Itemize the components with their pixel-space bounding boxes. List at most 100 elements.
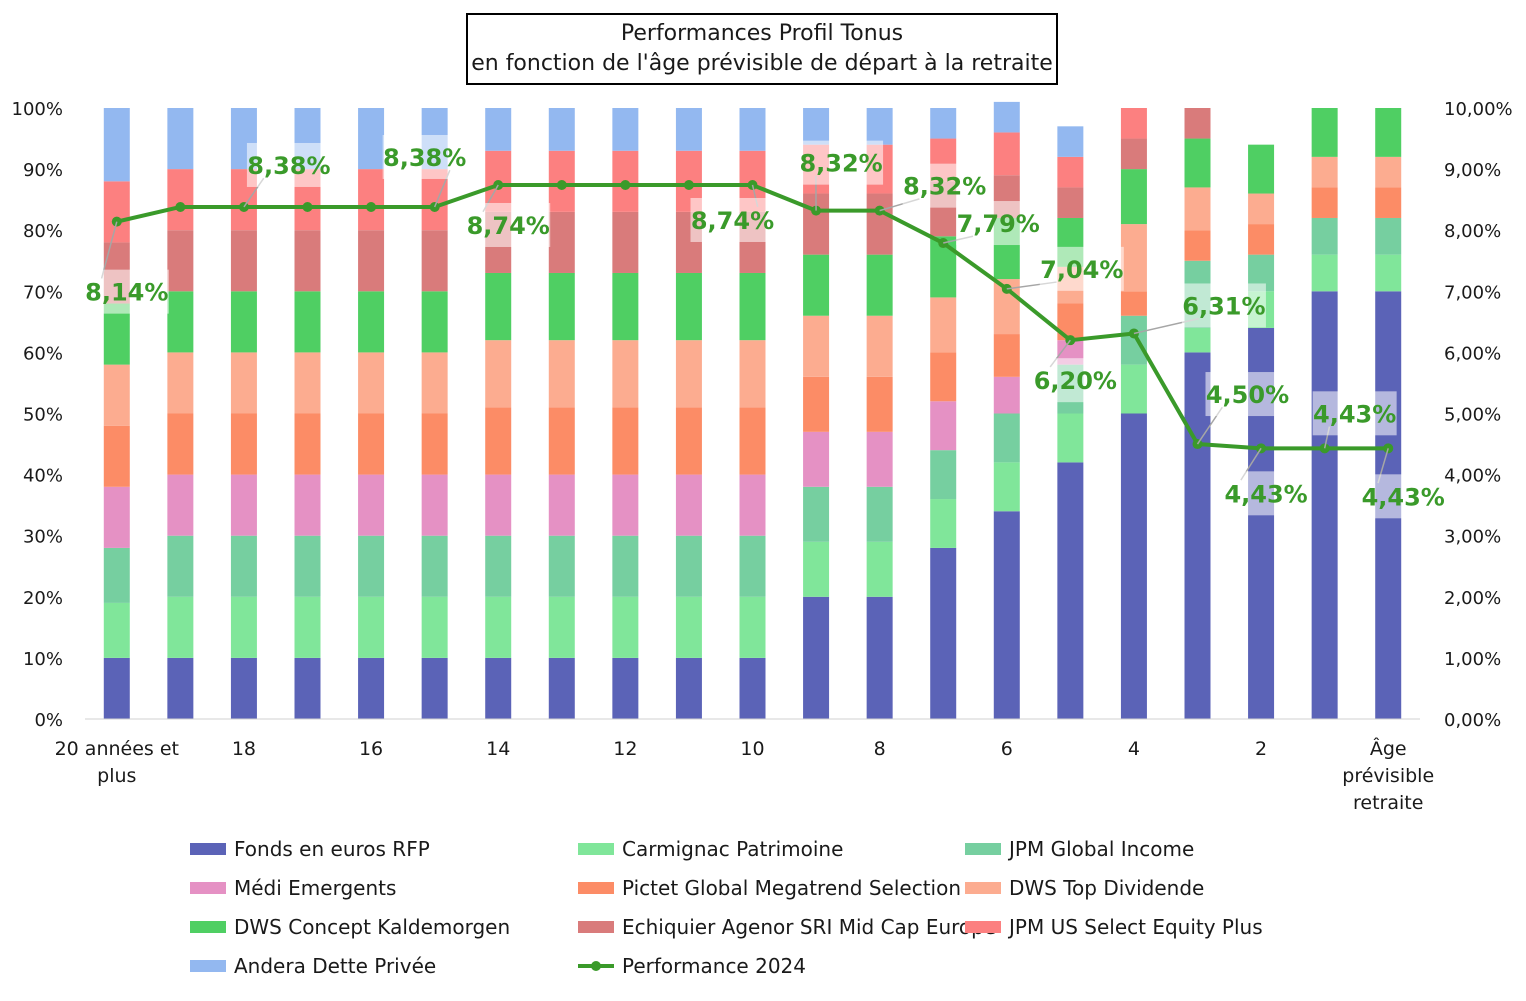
bar-segment [803,108,829,145]
bar-segment [740,273,766,340]
bar-segment [549,273,575,340]
bar-segment [1121,224,1147,291]
bar-segment [1375,187,1401,218]
legend-label: Carmignac Patrimoine [622,837,843,861]
bar-segment [422,291,448,352]
bar-segment [1121,139,1147,170]
bar-segment [676,407,702,474]
y-right-tick-label: 10,00% [1444,99,1513,120]
bar-segment [676,108,702,151]
y-left-tick-label: 20% [23,588,63,609]
bar-segment [167,169,193,230]
legend-swatch [965,921,1001,933]
data-label: 6,20% [1034,367,1117,395]
chart-title-line-1: Performances Profil Tonus [468,19,1056,49]
bar-segment [740,108,766,151]
bar-segment [1185,139,1211,188]
bar-segment [1312,255,1338,292]
bar-segment [358,108,384,169]
bar-segment [358,658,384,719]
data-label: 8,74% [467,212,550,240]
y-left-tick-label: 40% [23,466,63,487]
bar-segment [867,377,893,432]
bar-segment [867,432,893,487]
bar-segment [422,352,448,413]
bar-segment [612,407,638,474]
data-label: 4,43% [1362,483,1445,511]
bar-segment [803,597,829,719]
bar-segment [740,340,766,407]
bar-segment [231,414,257,475]
bar-segment [1185,230,1211,261]
data-label: 7,79% [957,210,1040,238]
legend-swatch [190,921,226,933]
y-left-tick-label: 60% [23,343,63,364]
bar-segment [1312,291,1338,719]
bar-segment [803,432,829,487]
legend-item: DWS Concept Kaldemorgen [190,912,510,942]
bar-segment [803,542,829,597]
legend-label: Performance 2024 [622,954,806,978]
performance-marker [175,202,185,212]
x-tick-label: 14 [486,738,510,760]
legend-swatch [190,882,226,894]
bar-segment [867,542,893,597]
bar-segment [104,548,130,603]
bar-segment [1057,157,1083,188]
bar-segment [104,658,130,719]
bar-segment [104,365,130,426]
bar-segment [167,536,193,597]
legend-swatch [578,843,614,855]
bar-segment [295,658,321,719]
y-right-tick-label: 8,00% [1444,221,1501,242]
bar-segment [104,108,130,181]
bar-segment [231,475,257,536]
bar-segment [803,316,829,377]
bar-segment [549,407,575,474]
bar-segment [422,658,448,719]
bar-segment [930,401,956,450]
legend-swatch [578,882,614,894]
bar-segment [803,487,829,542]
bar-segment [358,536,384,597]
legend-item: Carmignac Patrimoine [578,834,843,864]
bar-segment [167,352,193,413]
bar-segment [612,108,638,151]
bar-segment [1121,291,1147,315]
bar-segment [930,352,956,401]
bar-segment [612,536,638,597]
bar-segment [612,340,638,407]
bar-segment [1312,157,1338,188]
bar-segment [1057,126,1083,157]
x-tick-label: 16 [359,738,383,760]
y-left-tick-label: 90% [23,160,63,181]
bar-segment [1312,108,1338,157]
bar-segment [549,212,575,273]
bar-segment [676,658,702,719]
performance-marker [366,202,376,212]
bar-segment [1248,145,1274,194]
y-left-tick-label: 10% [23,649,63,670]
bar-segment [1121,316,1147,365]
bar-segment [485,475,511,536]
bar-segment [422,475,448,536]
x-tick-label: 2 [1255,738,1267,760]
bar-segment [994,511,1020,719]
bar-segment [104,426,130,487]
bar-segment [676,340,702,407]
bar-segment [1185,187,1211,230]
y-right-tick-label: 9,00% [1444,160,1501,181]
bar-segment [1121,108,1147,139]
legend-label: Andera Dette Privée [234,954,436,978]
bar-segment [930,548,956,719]
legend-swatch [965,882,1001,894]
bar-segment [422,597,448,658]
bar-segment [485,658,511,719]
bar-segment [867,108,893,145]
data-label: 4,50% [1206,381,1289,409]
bar-segment [740,407,766,474]
bar-segment [231,536,257,597]
bar-segment [358,414,384,475]
